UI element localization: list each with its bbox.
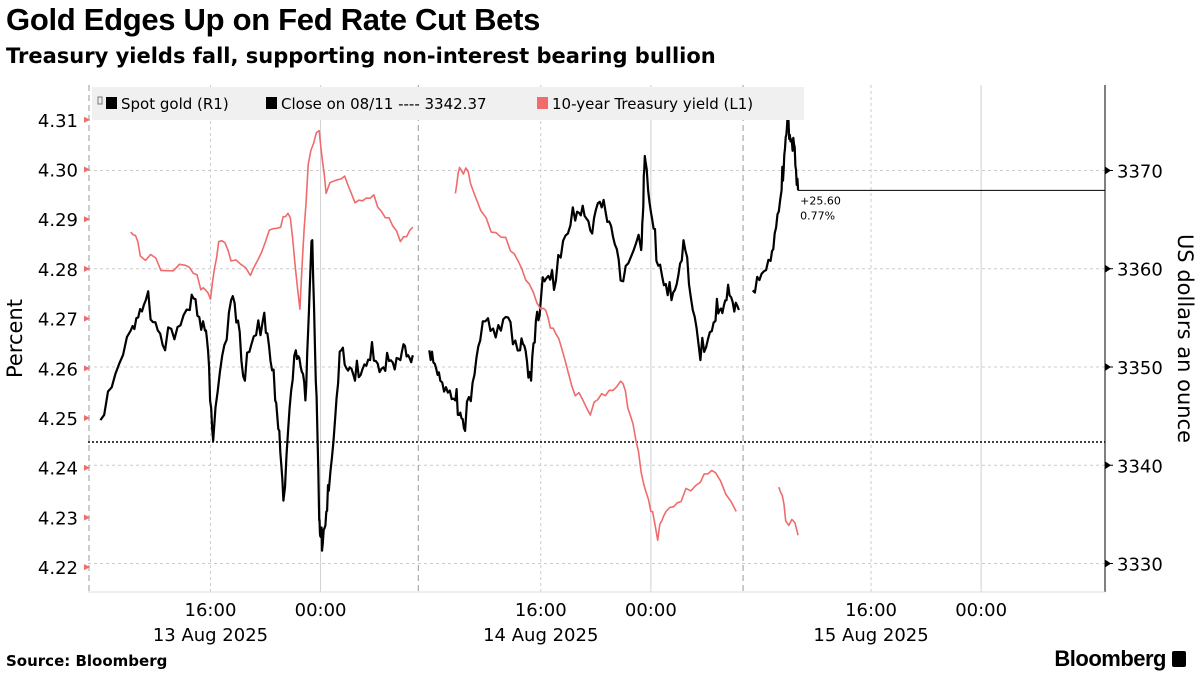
left-tick-arrow <box>84 564 90 571</box>
left-axis-title: Percent <box>3 299 27 378</box>
left-tick-arrow <box>84 166 90 173</box>
right-tick-arrow <box>1105 461 1111 470</box>
x-tick-time: 16:00 <box>185 600 237 621</box>
left-tick-label: 4.27 <box>38 310 78 331</box>
right-axis-title: US dollars an ounce <box>1173 234 1197 443</box>
right-tick-arrow <box>1105 166 1111 175</box>
treasury-yield-line <box>778 486 799 536</box>
right-tick-arrow <box>1105 559 1111 568</box>
left-tick-label: 4.25 <box>38 409 78 430</box>
x-tick-date: 14 Aug 2025 <box>483 625 598 646</box>
x-tick-time: 00:00 <box>955 600 1007 621</box>
bloomberg-logo: Bloomberg <box>1054 646 1186 672</box>
left-tick-label: 4.29 <box>38 210 78 231</box>
right-tick-label: 3340 <box>1117 456 1163 477</box>
left-tick-label: 4.22 <box>38 558 78 579</box>
legend-box <box>92 87 804 120</box>
left-tick-label: 4.30 <box>38 161 78 182</box>
treasury-yield-line <box>130 129 414 311</box>
legend-swatch <box>537 97 548 109</box>
legend-swatch <box>106 97 117 109</box>
right-tick-arrow <box>1105 362 1111 371</box>
left-tick-label: 4.28 <box>38 260 78 281</box>
gold-price-line <box>428 154 740 432</box>
change-annotation: +25.60 <box>800 194 841 207</box>
left-tick-arrow <box>84 265 90 272</box>
legend-item: Spot gold (R1) <box>121 95 229 113</box>
left-tick-label: 4.23 <box>38 508 78 529</box>
right-tick-label: 3370 <box>1117 161 1163 182</box>
left-tick-arrow <box>84 464 90 471</box>
x-tick-date: 13 Aug 2025 <box>153 625 268 646</box>
left-tick-label: 4.24 <box>38 459 78 480</box>
gold-price-line <box>99 239 414 552</box>
gold-price-line <box>751 109 800 294</box>
logo-text: Bloomberg <box>1054 646 1166 671</box>
left-tick-arrow <box>84 514 90 521</box>
right-tick-label: 3350 <box>1117 358 1163 379</box>
left-tick-arrow <box>84 315 90 322</box>
chart-title: Gold Edges Up on Fed Rate Cut Bets <box>6 2 541 37</box>
legend-item: Close on 08/11 ---- 3342.37 <box>281 95 487 113</box>
left-tick-arrow <box>84 415 90 422</box>
legend-swatch <box>266 97 277 109</box>
x-tick-time: 00:00 <box>295 600 347 621</box>
logo-icon <box>1172 651 1186 667</box>
pct-change-annotation: 0.77% <box>800 209 835 222</box>
chart-subtitle: Treasury yields fall, supporting non-int… <box>6 44 716 68</box>
left-tick-label: 4.26 <box>38 359 78 380</box>
source-note: Source: Bloomberg <box>6 652 168 670</box>
left-tick-arrow <box>84 216 90 223</box>
x-tick-time: 16:00 <box>845 600 897 621</box>
x-tick-time: 16:00 <box>515 600 567 621</box>
x-tick-date: 15 Aug 2025 <box>813 625 928 646</box>
right-tick-arrow <box>1105 264 1111 273</box>
x-tick-time: 00:00 <box>625 600 677 621</box>
treasury-yield-line <box>454 166 737 542</box>
left-tick-arrow <box>84 116 90 123</box>
legend-collapse-icon <box>97 96 103 105</box>
right-tick-label: 3330 <box>1117 555 1163 576</box>
left-tick-arrow <box>84 365 90 372</box>
legend-item: 10-year Treasury yield (L1) <box>552 95 753 113</box>
left-tick-label: 4.31 <box>38 111 78 132</box>
right-tick-label: 3360 <box>1117 260 1163 281</box>
